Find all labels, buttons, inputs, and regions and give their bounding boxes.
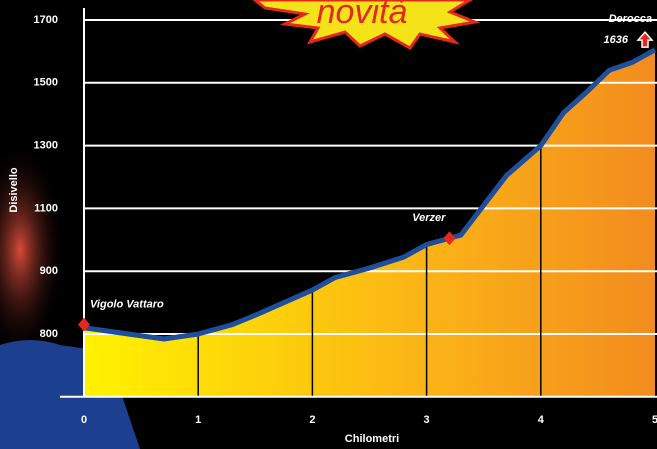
waypoint-label: Vigolo Vattaro	[90, 298, 164, 310]
summit-elevation: 1636	[604, 34, 629, 46]
y-tick-label: 1700	[34, 14, 58, 26]
summit-name: Derocca	[609, 13, 652, 25]
y-tick-label: 900	[40, 265, 58, 277]
badge-text: novità	[317, 0, 408, 31]
page: 800 900 1100 1300 1500 1700 0 1 2 3 4 5 Vigolo Vatta…	[0, 0, 657, 449]
x-tick-label: 2	[309, 414, 315, 426]
x-tick-label: 0	[81, 414, 87, 426]
x-tick-label: 5	[652, 414, 657, 426]
y-tick-label: 1300	[34, 140, 58, 152]
x-tick-label: 3	[424, 414, 430, 426]
y-tick-label: 800	[40, 328, 58, 340]
chart: 800 900 1100 1300 1500 1700 0 1 2 3 4 5 Vigolo Vatta…	[0, 0, 657, 449]
y-tick-label: 1500	[34, 77, 58, 89]
y-tick-label: 1100	[34, 202, 58, 214]
x-axis-title: Chilometri	[345, 433, 399, 445]
x-tick-label: 1	[195, 414, 201, 426]
x-tick-label: 4	[538, 414, 545, 426]
waypoint-label: Verzer	[412, 212, 446, 224]
y-axis-title: Disivello	[8, 167, 20, 213]
